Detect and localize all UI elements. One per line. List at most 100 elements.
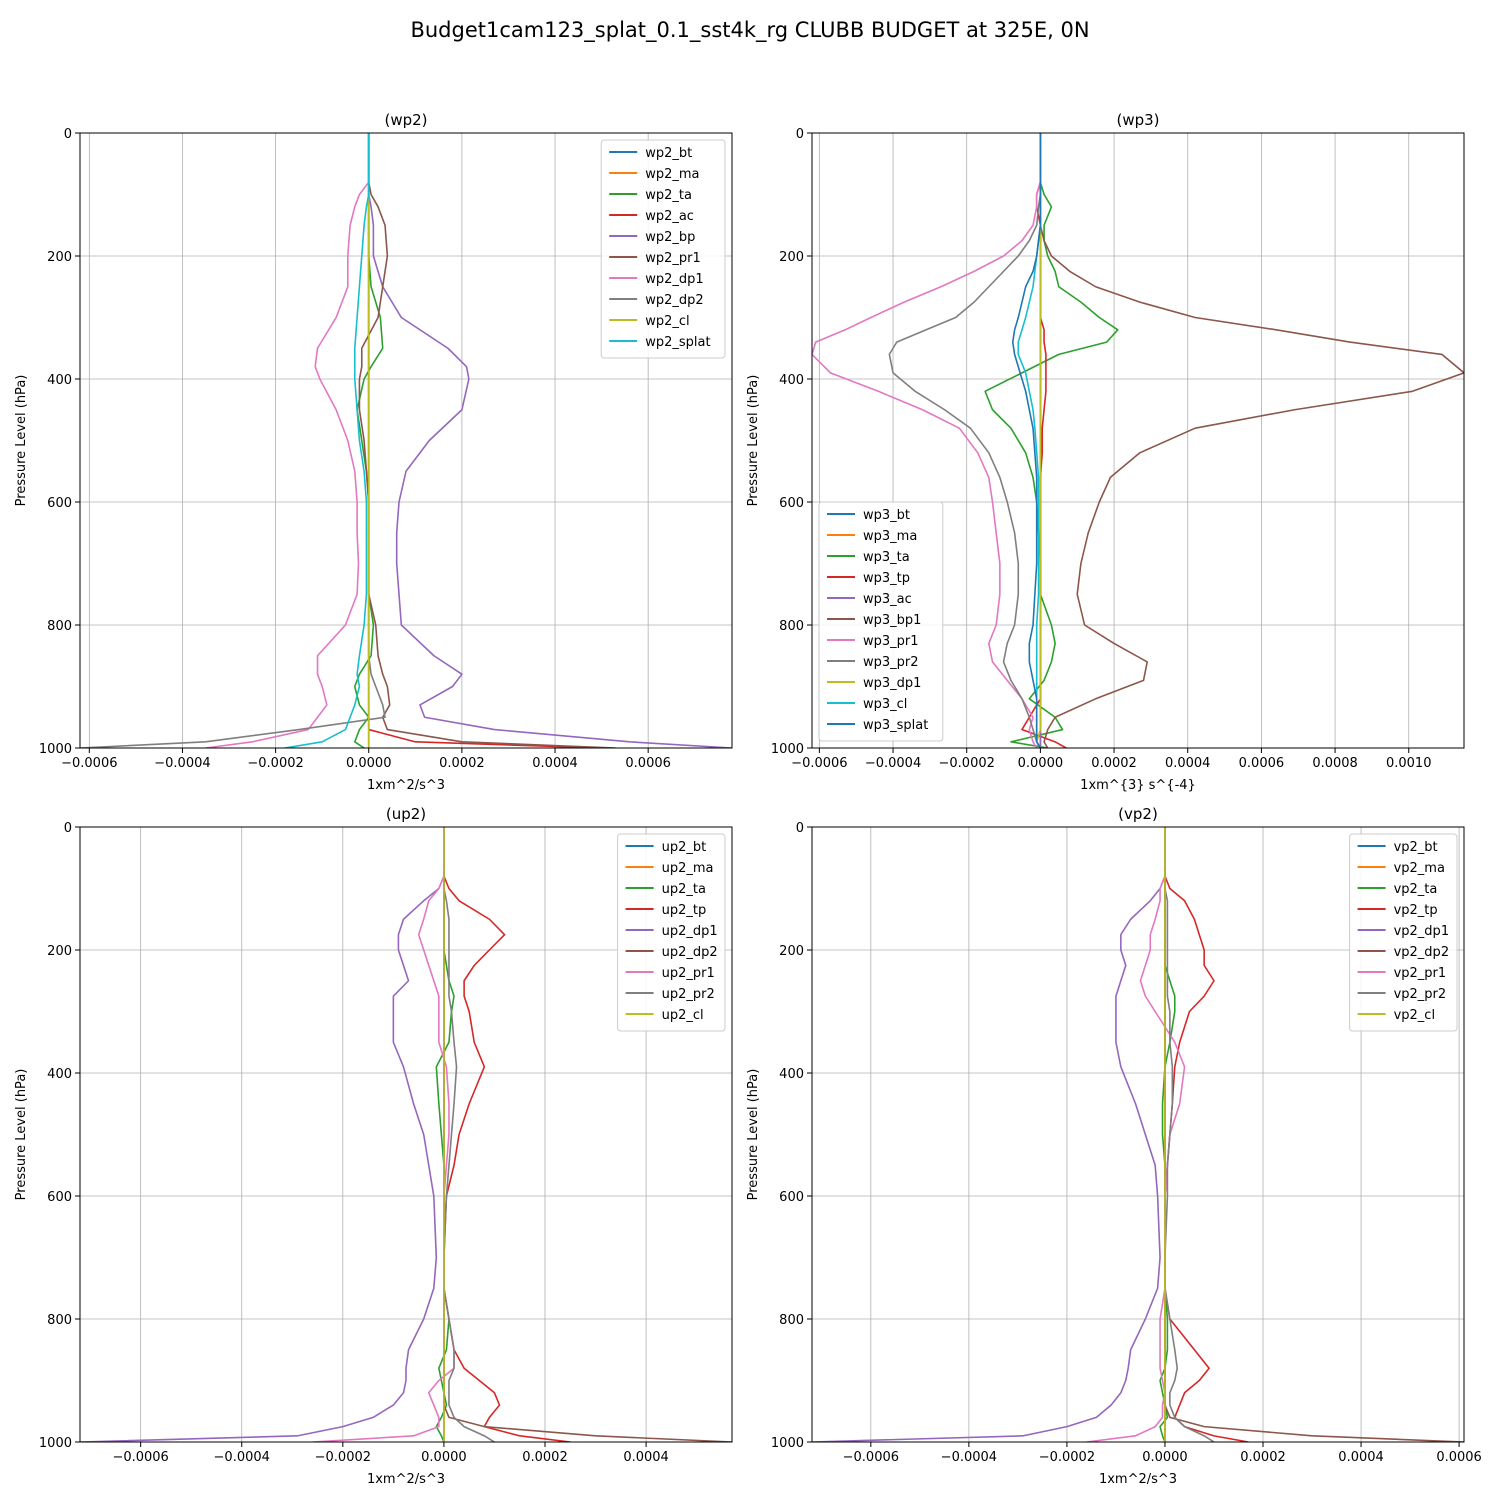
legend-label: wp2_ac [645,209,694,224]
series-line-wp2_splat [284,133,370,748]
y-tick-label: 200 [47,944,72,959]
legend-label: up2_pr1 [662,966,715,981]
series-line-wp3_pr2 [888,133,1042,748]
y-tick-label: 800 [779,1313,804,1328]
legend-label: wp2_dp1 [645,272,703,287]
subplot-grid: −0.0006 −0.0004 −0.0002 0.0000 0.0002 0.0004 0… [14,111,1482,1487]
legend-label: wp3_pr2 [863,655,919,670]
legend-label: vp2_tp [1394,903,1438,918]
legend-label: wp3_ac [863,592,912,607]
x-tick-label: 0.0000 [421,1450,467,1465]
legend-label: vp2_pr2 [1394,987,1447,1002]
subplot-title: (wp3) [1116,111,1159,129]
legend-label: vp2_dp2 [1394,945,1450,960]
legend-label: up2_tp [662,903,707,918]
series-line-wp3_bp1 [1039,133,1464,748]
legend-label: up2_dp1 [662,924,718,939]
y-tick-label: 1000 [39,742,72,757]
x-tick-label: 0.0006 [1239,756,1285,771]
legend-label: vp2_dp1 [1394,924,1450,939]
x-tick-label: −0.0004 [941,1450,997,1465]
x-tick-label: 0.0004 [1165,756,1211,771]
series-line-up2_dp1 [80,827,445,1442]
x-tick-label: 0.0002 [439,756,485,771]
x-tick-label: 0.0002 [1240,1450,1286,1465]
x-tick-label: 0.0000 [1142,1450,1188,1465]
subplot-title: (up2) [386,805,426,823]
y-tick-label: 1000 [771,742,804,757]
subplot-3: −0.0006 −0.0004 −0.0002 0.0000 0.0002 0.0004 0… [746,805,1482,1487]
x-tick-label: −0.0002 [247,756,303,771]
series-line-wp2_pr1 [358,133,616,748]
axes-frame [811,826,1465,1443]
y-tick-label: 800 [47,619,72,634]
x-tick-label: 0.0002 [522,1450,568,1465]
series-line-wp2_bp [367,133,732,748]
y-tick-label: 400 [47,1067,72,1082]
legend-label: vp2_pr1 [1394,966,1447,981]
x-tick-label: −0.0006 [843,1450,899,1465]
legend: vp2_bt vp2_ma vp2_ta vp2_tp vp2_dp1 vp2_dp2vp… [1349,833,1458,1032]
y-tick-label: 600 [47,496,72,511]
x-axis-label: 1xm^{3} s^{-4} [1080,778,1196,793]
y-tick-label: 200 [779,250,804,265]
x-tick-label: 0.0004 [1338,1450,1384,1465]
y-tick-label: 0 [796,127,804,142]
series-group [80,827,732,1442]
legend-label: wp2_ma [645,167,699,182]
legend: up2_bt up2_ma up2_ta up2_tp up2_dp1 up2_dp2up… [617,833,726,1032]
legend-label: wp3_dp1 [863,676,921,691]
axes-frame [811,132,1465,749]
legend-label: wp2_pr1 [645,251,701,266]
x-tick-label: 0.0004 [532,756,578,771]
y-tick-label: 0 [796,821,804,836]
x-tick-label: −0.0002 [1039,1450,1095,1465]
x-tick-label: −0.0006 [61,756,117,771]
legend-label: wp3_bt [863,508,910,523]
legend-label: vp2_ma [1394,861,1445,876]
legend-label: wp3_pr1 [863,634,919,649]
y-tick-label: 400 [779,1067,804,1082]
x-axis-label: 1xm^2/s^3 [367,1472,445,1487]
y-tick-label: 600 [779,1190,804,1205]
y-tick-label: 200 [47,250,72,265]
series-line-wp2_dp1 [205,133,370,748]
legend-label: up2_cl [662,1008,704,1023]
axes-frame [79,132,733,749]
x-tick-label: −0.0006 [112,1450,168,1465]
legend-label: up2_bt [662,840,707,855]
y-tick-label: 800 [47,1313,72,1328]
legend-label: up2_pr2 [662,987,715,1002]
x-tick-label: 0.0000 [346,756,392,771]
legend-label: wp3_ma [863,529,917,544]
x-tick-label: −0.0002 [315,1450,371,1465]
y-tick-label: 1000 [39,1436,72,1451]
x-axis-label: 1xm^2/s^3 [1099,1472,1177,1487]
y-axis-label: Pressure Level (hPa) [746,1069,761,1201]
legend-label: wp3_splat [863,718,928,733]
series-line-wp3_splat [1011,133,1042,748]
x-axis-label: 1xm^2/s^3 [367,778,445,793]
y-axis-label: Pressure Level (hPa) [746,375,761,507]
subplot-1: −0.0006 −0.0004 −0.0002 0.0000 0.0002 0.0004 0… [746,111,1465,793]
series-line-wp3_ta [984,133,1119,748]
legend-label: wp2_ta [645,188,692,203]
legend-label: up2_ta [662,882,706,897]
legend-label: wp3_tp [863,571,910,586]
y-tick-label: 400 [47,373,72,388]
y-axis-label: Pressure Level (hPa) [14,1069,29,1201]
legend-label: wp2_bp [645,230,695,245]
x-tick-label: −0.0006 [791,756,847,771]
y-tick-label: 400 [779,373,804,388]
legend: wp3_bt wp3_ma wp3_ta wp3_tp wp3_ac wp3_bp1 wp3… [818,501,944,742]
series-line-vp2_pr2 [1164,827,1215,1442]
legend-label: vp2_bt [1394,840,1438,855]
legend-label: wp2_bt [645,146,692,161]
x-tick-label: 0.0002 [1091,756,1137,771]
series-group [812,827,1464,1442]
figure-title: Budget1cam123_splat_0.1_sst4k_rg CLUBB B… [410,18,1089,43]
legend-label: vp2_cl [1394,1008,1435,1023]
legend-label: wp2_splat [645,335,710,350]
